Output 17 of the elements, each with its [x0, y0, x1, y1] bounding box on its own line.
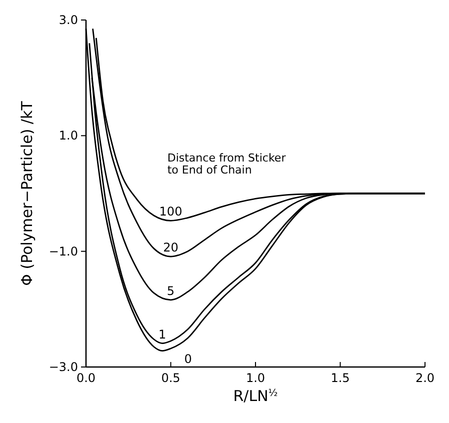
series-label: 20 — [163, 240, 178, 255]
x-axis-title: R/LN$^{½}$ — [233, 387, 278, 405]
series-label: 100 — [159, 204, 182, 219]
series-label: 1 — [158, 327, 166, 342]
x-tick-label: 1.5 — [330, 371, 350, 385]
y-tick-label: 1.0 — [58, 128, 78, 143]
y-tick-label: 3.0 — [58, 13, 78, 27]
x-tick-label: 1.0 — [246, 371, 266, 385]
annotation: Distance from Sticker to End of Chain — [167, 152, 286, 177]
y-tick-label: −3.0 — [48, 360, 78, 374]
y-tick-label: −1.0 — [48, 244, 78, 258]
y-axis-title: Φ (Polymer−Particle) /kT — [18, 100, 36, 286]
x-tick-label: 0.5 — [161, 371, 180, 385]
series-label: 0 — [184, 352, 192, 366]
series-label: 5 — [166, 284, 175, 298]
x-tick-label: 0.0 — [76, 371, 96, 385]
x-tick-label: 2.0 — [415, 371, 435, 385]
